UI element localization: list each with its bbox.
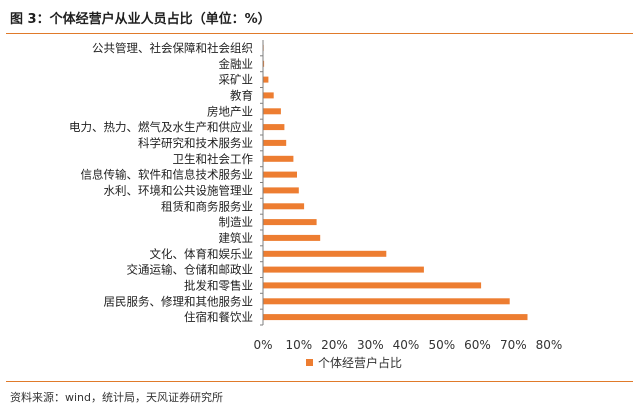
bar bbox=[263, 60, 265, 67]
bar bbox=[263, 298, 510, 305]
category-label: 金融业 bbox=[219, 57, 254, 71]
category-label: 卫生和社会工作 bbox=[173, 152, 254, 166]
x-tick-label: 20% bbox=[321, 338, 348, 352]
bar bbox=[263, 234, 321, 241]
category-label: 建筑业 bbox=[219, 231, 254, 245]
category-label: 公共管理、社会保障和社会组织 bbox=[92, 41, 253, 55]
bar bbox=[263, 314, 528, 321]
category-label: 批发和零售业 bbox=[184, 278, 253, 292]
x-tick-label: 0% bbox=[253, 338, 272, 352]
category-label: 住宿和餐饮业 bbox=[184, 310, 253, 324]
bar bbox=[263, 108, 281, 115]
category-label: 租赁和商务服务业 bbox=[161, 199, 253, 213]
category-label: 科学研究和技术服务业 bbox=[138, 136, 253, 150]
category-label: 水利、环境和公共设施管理业 bbox=[104, 183, 254, 197]
category-label: 房地产业 bbox=[207, 104, 253, 118]
category-label: 采矿业 bbox=[219, 73, 254, 87]
category-label: 教育 bbox=[230, 88, 253, 102]
x-tick-label: 10% bbox=[285, 338, 312, 352]
legend-swatch bbox=[306, 359, 313, 366]
bars-group bbox=[260, 44, 528, 326]
category-label: 交通运输、仓储和邮政业 bbox=[127, 263, 254, 277]
bar bbox=[263, 171, 297, 178]
category-label: 制造业 bbox=[219, 215, 254, 229]
category-label: 信息传输、软件和信息技术服务业 bbox=[81, 168, 254, 182]
x-tick-label: 40% bbox=[393, 338, 420, 352]
bar bbox=[263, 155, 294, 162]
bar bbox=[263, 92, 274, 99]
bar bbox=[263, 76, 269, 83]
bar bbox=[263, 282, 482, 289]
x-tick-labels: 0% 10% 20% 30% 40% 50% 60% 70% 80% bbox=[253, 338, 562, 352]
x-tick-label: 80% bbox=[536, 338, 563, 352]
x-tick-label: 30% bbox=[357, 338, 384, 352]
bar bbox=[263, 187, 299, 194]
title-rule bbox=[6, 33, 633, 34]
source-rule bbox=[6, 381, 633, 382]
x-tick-label: 50% bbox=[428, 338, 455, 352]
legend-label: 个体经营户占比 bbox=[318, 355, 402, 370]
bar bbox=[263, 250, 387, 257]
category-label: 电力、热力、燃气及水生产和供应业 bbox=[69, 120, 253, 134]
bar bbox=[263, 124, 285, 131]
legend: 个体经营户占比 bbox=[306, 355, 402, 370]
category-label: 居民服务、修理和其他服务业 bbox=[104, 294, 254, 308]
source-note: 资料来源：wind，统计局，天风证券研究所 bbox=[10, 391, 224, 404]
bar bbox=[263, 219, 317, 226]
x-tick-label: 70% bbox=[500, 338, 527, 352]
category-label: 文化、体育和娱乐业 bbox=[150, 247, 254, 261]
figure-title: 图 3：个体经营户从业人员占比（单位：%） bbox=[10, 12, 271, 27]
x-tick-label: 60% bbox=[464, 338, 491, 352]
bar bbox=[263, 203, 305, 210]
bar bbox=[263, 266, 424, 273]
bar bbox=[263, 139, 287, 146]
